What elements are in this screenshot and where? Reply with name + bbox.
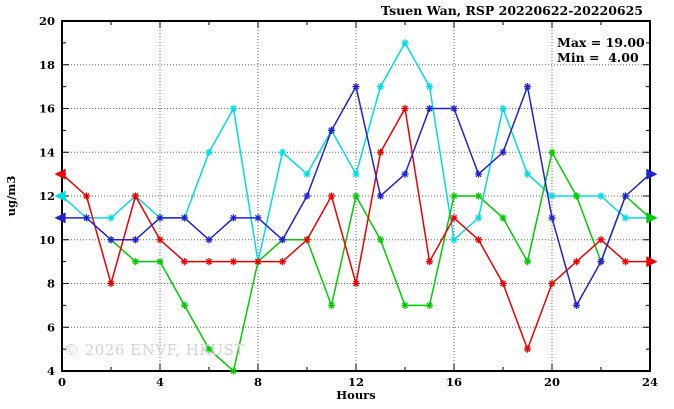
svg-text:6: 6 <box>47 320 55 334</box>
series-red-markers <box>54 104 658 353</box>
svg-text:20: 20 <box>544 375 560 389</box>
svg-text:8: 8 <box>47 277 55 291</box>
legend-max: Max = 19.00 <box>557 35 645 50</box>
y-axis-label: ug/m3 <box>4 175 18 217</box>
svg-text:16: 16 <box>446 375 462 389</box>
svg-text:12: 12 <box>348 375 364 389</box>
series-green-markers <box>107 148 658 375</box>
series-blue-markers <box>54 83 658 309</box>
x-tick-labels: 0 4 8 12 16 20 24 <box>58 375 658 389</box>
legend-min: Min = 4.00 <box>557 49 639 65</box>
svg-text:4: 4 <box>156 375 164 389</box>
svg-text:20: 20 <box>39 14 55 28</box>
svg-text:4: 4 <box>47 364 55 378</box>
legend-box: Max = 19.00 Min = 4.00 <box>557 35 645 65</box>
svg-text:24: 24 <box>642 375 658 389</box>
svg-text:16: 16 <box>39 102 55 116</box>
svg-text:14: 14 <box>39 145 55 159</box>
chart-title: Tsuen Wan, RSP 20220622-20220625 <box>380 3 643 18</box>
x-axis-label: Hours <box>336 388 376 402</box>
watermark: © 2026 ENVF, HKUST <box>64 341 245 359</box>
svg-text:18: 18 <box>39 58 55 72</box>
svg-text:8: 8 <box>254 375 262 389</box>
svg-text:0: 0 <box>58 375 66 389</box>
svg-text:12: 12 <box>39 189 55 203</box>
svg-text:10: 10 <box>39 233 55 247</box>
y-tick-labels: 4 6 8 10 12 14 16 18 20 <box>39 14 55 378</box>
